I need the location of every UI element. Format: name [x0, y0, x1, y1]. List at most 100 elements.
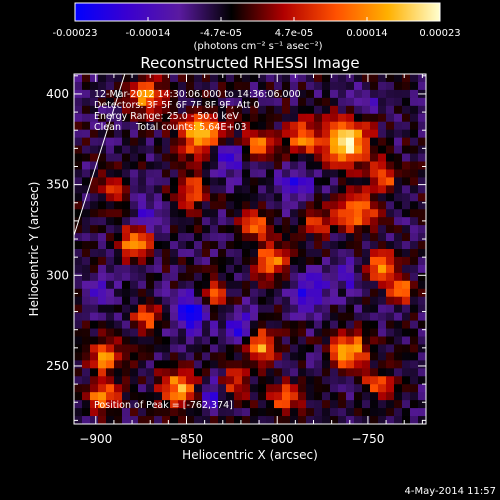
heatmap-cell [226, 360, 235, 369]
heatmap-cell [82, 408, 91, 417]
heatmap-cell [370, 209, 379, 218]
heatmap-cell [138, 320, 147, 330]
heatmap-cell [154, 105, 163, 115]
heatmap-cell [290, 169, 299, 178]
heatmap-cell [338, 201, 347, 210]
heatmap-cell [218, 161, 227, 171]
heatmap-cell [210, 97, 219, 107]
heatmap-cell [130, 392, 139, 401]
heatmap-cell [130, 272, 139, 282]
heatmap-cell [234, 408, 243, 417]
heatmap-cell [338, 97, 347, 107]
heatmap-cell [194, 392, 203, 401]
heatmap-cell [330, 241, 339, 250]
heatmap-cell [90, 81, 99, 91]
heatmap-cell [306, 360, 315, 369]
heatmap-cell [258, 209, 267, 218]
heatmap-cell [98, 177, 107, 186]
heatmap-cell [114, 304, 123, 314]
heatmap-cell [122, 376, 131, 385]
heatmap-cell [258, 384, 267, 393]
heatmap-cell [90, 376, 99, 385]
heatmap-cell [322, 161, 331, 171]
heatmap-cell [354, 177, 363, 186]
heatmap-cell [82, 97, 91, 107]
heatmap-cell [234, 145, 243, 155]
heatmap-cell [202, 400, 211, 409]
heatmap-cell [162, 264, 171, 274]
heatmap-cell [114, 241, 123, 250]
heatmap-cell [274, 217, 283, 226]
heatmap-cell [378, 400, 387, 409]
heatmap-cell [202, 264, 211, 274]
heatmap-cell [242, 264, 251, 274]
heatmap-cell [234, 344, 243, 353]
heatmap-cell [210, 328, 219, 338]
heatmap-cell [290, 74, 299, 83]
heatmap-cell [378, 121, 387, 131]
heatmap-cell [114, 209, 123, 218]
heatmap-cell [250, 264, 259, 274]
heatmap-cell [298, 161, 307, 171]
heatmap-cell [354, 233, 363, 242]
heatmap-cell [258, 249, 267, 258]
heatmap-cell [322, 105, 331, 115]
heatmap-cell [138, 201, 147, 210]
heatmap-cell [106, 344, 115, 353]
heatmap-cell [82, 249, 91, 258]
heatmap-cell [378, 272, 387, 282]
heatmap-cell [162, 105, 171, 115]
heatmap-cell [74, 296, 83, 306]
heatmap-cell [194, 320, 203, 330]
heatmap-cell [386, 384, 395, 393]
heatmap-cell [234, 320, 243, 330]
colorbar [74, 2, 441, 22]
heatmap-cell [282, 153, 291, 163]
heatmap-cell [354, 145, 363, 155]
heatmap-cell [298, 209, 307, 218]
heatmap-cell [114, 344, 123, 353]
heatmap-cell [354, 121, 363, 131]
heatmap-cell [386, 296, 395, 306]
heatmap-cell [362, 264, 371, 274]
heatmap-cell [202, 153, 211, 163]
heatmap-cell [402, 304, 411, 314]
heatmap-cell [338, 400, 347, 409]
heatmap-cell [266, 217, 275, 226]
heatmap-cell [178, 304, 187, 314]
heatmap-cell [370, 129, 379, 139]
heatmap-cell [242, 376, 251, 385]
heatmap-cell [418, 336, 426, 346]
heatmap-cell [138, 241, 147, 250]
heatmap-cell [154, 145, 163, 155]
heatmap-cell [210, 368, 219, 377]
heatmap-cell [178, 129, 187, 139]
heatmap-cell [98, 153, 107, 163]
heatmap-cell [242, 272, 251, 282]
heatmap-cell [114, 336, 123, 346]
heatmap-cell [234, 129, 243, 139]
heatmap-cell [234, 89, 243, 99]
heatmap-cell [338, 328, 347, 338]
heatmap-cell [130, 113, 139, 123]
heatmap-cell [338, 185, 347, 194]
heatmap-cell [218, 177, 227, 186]
heatmap-cell [410, 161, 419, 171]
heatmap-cell [106, 105, 115, 115]
heatmap-cell [226, 217, 235, 226]
heatmap-cell [186, 121, 195, 131]
heatmap-cell [122, 264, 131, 274]
heatmap-cell [346, 392, 355, 401]
heatmap-cell [290, 416, 299, 424]
heatmap-cell [242, 225, 251, 234]
heatmap-cell [338, 161, 347, 171]
heatmap-cell [314, 392, 323, 401]
heatmap-cell [90, 153, 99, 163]
heatmap-cell [106, 249, 115, 258]
heatmap-cell [130, 328, 139, 338]
heatmap-cell [338, 320, 347, 330]
heatmap-cell [386, 113, 395, 123]
heatmap-cell [234, 296, 243, 306]
heatmap-cell [218, 249, 227, 258]
heatmap-cell [186, 177, 195, 186]
